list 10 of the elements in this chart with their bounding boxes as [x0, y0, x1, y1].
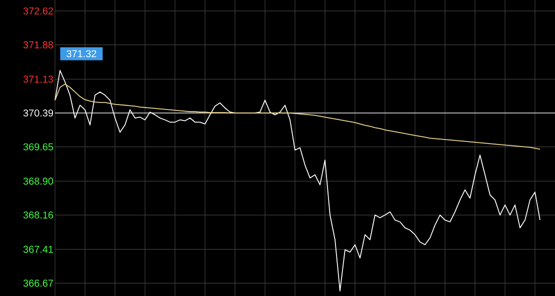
y-tick-label: 370.39 [23, 109, 54, 117]
y-tick-label: 371.13 [23, 76, 54, 83]
y-tick-label: 369.65 [23, 143, 54, 150]
y-tick-label: 368.90 [23, 178, 54, 185]
y-tick-label: 366.67 [23, 280, 53, 287]
y-tick-label: 368.16 [23, 212, 54, 219]
y-tick-label: 367.41 [23, 246, 53, 253]
annotation: 371.32 [66, 50, 96, 58]
y-tick-label: 372.62 [23, 7, 53, 14]
y-tick-label: 371.88 [23, 41, 54, 48]
